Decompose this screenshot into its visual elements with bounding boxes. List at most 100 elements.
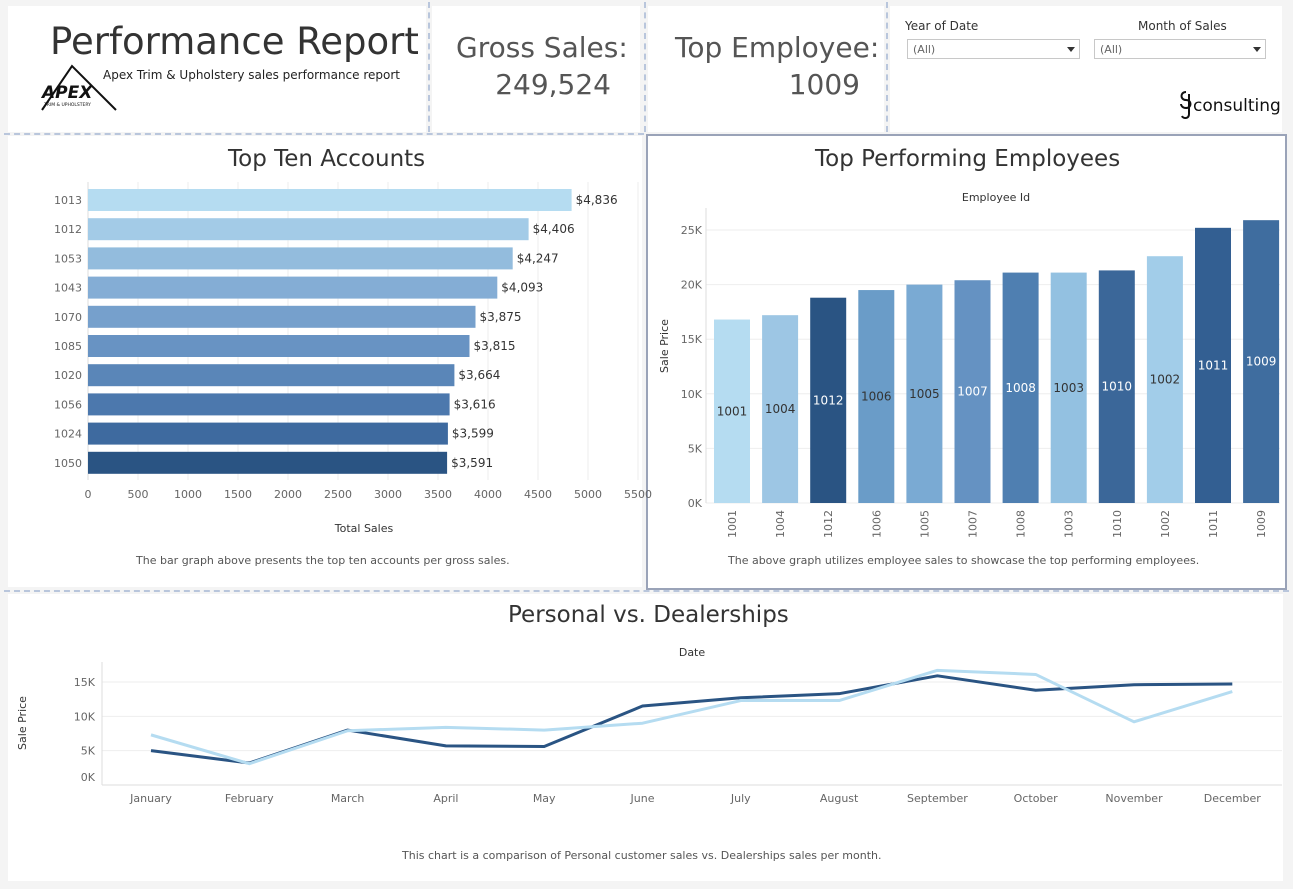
x-tick-label: October [1014,792,1058,805]
x-tick-label: 4500 [524,488,552,501]
bar [88,422,448,445]
data-label: $3,599 [452,427,494,441]
x-tick-label: 500 [128,488,149,501]
bar-label: 1008 [1005,381,1036,395]
bar-label: 1004 [765,402,796,416]
bar [88,451,448,474]
y-tick-label: 1085 [54,340,82,353]
x-tick-label: 1500 [224,488,252,501]
bar-label: 1005 [909,387,940,401]
apex-logo-subtext: TRIM & UPHOLSTERY [43,102,91,108]
bar [1146,256,1183,503]
y-axis-title: Sale Price [658,319,671,373]
y-tick-label: 10K [681,388,703,401]
bar [954,280,991,503]
separator [4,590,1289,592]
x-tick-label: 1010 [1111,510,1124,538]
filters-panel [890,6,1282,132]
bar [1098,270,1135,503]
chevron-down-icon [1253,47,1261,52]
bar [762,315,799,503]
year-filter-dropdown[interactable]: (All) [907,39,1080,59]
x-tick-label: 3500 [424,488,452,501]
y-tick-label: 1024 [54,428,82,441]
x-tick-label: December [1204,792,1262,805]
data-label: $3,591 [451,456,493,470]
separator [886,2,888,132]
bar-label: 1001 [717,404,748,418]
data-label: $3,664 [458,368,500,382]
bar-label: 1012 [813,393,844,407]
top-employee-label: Top Employee: [675,31,880,64]
consulting-logo: consulting [1180,91,1281,120]
data-label: $3,616 [454,397,496,411]
x-tick-label: May [533,792,556,805]
y-tick-label: 0K [688,497,703,510]
chevron-down-icon [1067,47,1075,52]
bar [714,319,750,503]
y-tick-label: 1056 [54,398,82,411]
bar-label: 1003 [1053,381,1084,395]
month-filter-label: Month of Sales [1138,19,1227,33]
top-employee-panel [648,6,884,132]
month-filter-dropdown[interactable]: (All) [1094,39,1266,59]
y-tick-label: 1053 [54,252,82,265]
y-tick-label: 5K [81,745,96,758]
data-label: $4,836 [576,193,618,207]
y-tick-label: 10K [74,710,96,723]
x-axis-title: Employee Id [962,191,1030,204]
bar [88,276,498,299]
x-tick-label: April [433,792,458,805]
x-tick-label: 5000 [574,488,602,501]
y-tick-label: 1012 [54,223,82,236]
data-label: $3,815 [474,339,516,353]
y-axis-title: Sale Price [16,696,29,750]
x-tick-label: 1011 [1207,510,1220,538]
bar [88,305,476,328]
x-tick-label: July [730,792,751,805]
top-accounts-title: Top Ten Accounts [228,146,426,172]
x-tick-label: 2500 [324,488,352,501]
x-tick-label: 1002 [1159,510,1172,538]
x-tick-label: 1000 [174,488,202,501]
y-tick-label: 25K [681,224,703,237]
bar [858,290,895,503]
y-tick-label: 1013 [54,194,82,207]
y-tick-label: 0K [81,771,96,784]
personal-vs-dealerships-chart: Date 0K 5K 10K 15K Sale Price January February M… [16,646,1282,805]
bar [88,335,470,357]
x-tick-label: 1007 [967,510,980,538]
series-line [150,668,1233,766]
x-tick-label: February [225,792,274,805]
y-tick-label: 1043 [54,282,82,295]
top-employees-caption: The above graph utilizes employee sales … [728,554,1200,567]
bar [88,247,513,270]
x-tick-label: 1006 [870,510,883,538]
bar-label: 1009 [1246,355,1277,369]
bar-label: 1011 [1198,358,1229,372]
x-tick-label: 1005 [918,510,931,538]
x-tick-label: 1008 [1015,510,1028,538]
x-tick-label: August [820,792,859,805]
bar [88,218,529,241]
x-tick-label: 1004 [774,510,787,538]
y-tick-label: 1020 [54,369,82,382]
top-accounts-caption: The bar graph above presents the top ten… [136,554,510,567]
bar [88,364,455,387]
gross-sales-value: 249,524 [495,68,611,101]
bar [1002,272,1039,503]
consulting-logo-text: consulting [1193,96,1281,116]
y-tick-label: 5K [688,442,703,455]
x-tick-label: November [1105,792,1163,805]
separator [428,2,430,132]
header-panel [8,6,426,132]
bar [810,297,847,503]
x-tick-label: 1001 [726,510,739,538]
x-tick-label: 3000 [374,488,402,501]
personal-vs-dealerships-title: Personal vs. Dealerships [508,602,789,628]
x-axis-title: Total Sales [334,522,394,535]
x-tick-label: September [907,792,968,805]
bar-label: 1002 [1150,373,1181,387]
y-tick-label: 15K [74,676,96,689]
y-tick-label: 1050 [54,457,82,470]
